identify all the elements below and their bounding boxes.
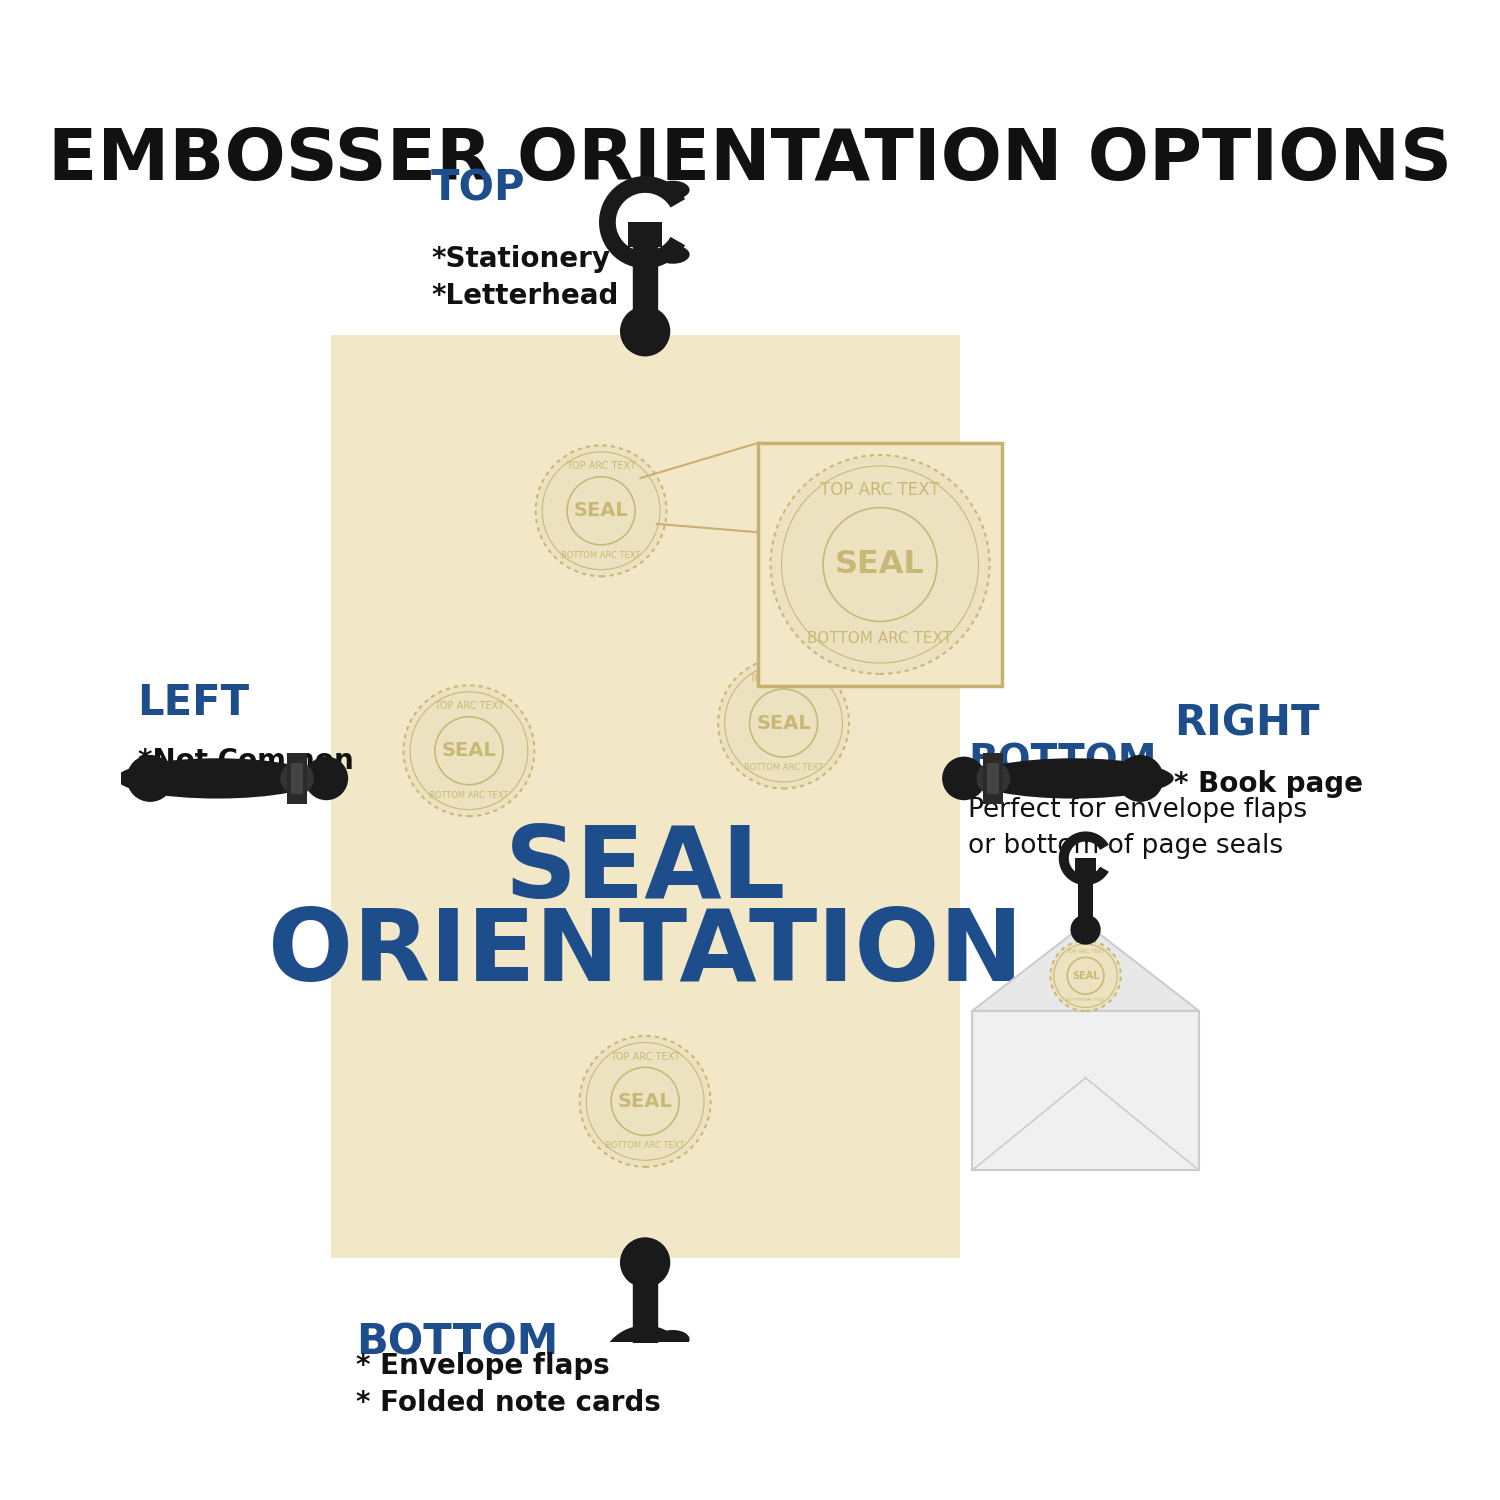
Text: TOP ARC TEXT: TOP ARC TEXT [748, 674, 819, 684]
Text: SEAL: SEAL [836, 549, 926, 580]
Circle shape [976, 762, 1010, 795]
Text: BOTTOM ARC TEXT: BOTTOM ARC TEXT [744, 764, 824, 772]
Circle shape [1050, 940, 1120, 1011]
Bar [291, 764, 303, 794]
Polygon shape [604, 1326, 692, 1418]
Text: BOTTOM ARC TEXT: BOTTOM ARC TEXT [1066, 998, 1106, 1002]
Text: ORIENTATION: ORIENTATION [267, 904, 1023, 1002]
Bar [628, 222, 662, 248]
Polygon shape [598, 176, 686, 268]
Text: TOP ARC TEXT: TOP ARC TEXT [566, 462, 636, 471]
Ellipse shape [972, 759, 1173, 798]
Text: BOTTOM ARC TEXT: BOTTOM ARC TEXT [429, 790, 508, 800]
Text: BOTTOM ARC TEXT: BOTTOM ARC TEXT [807, 632, 952, 646]
Text: TOP ARC TEXT: TOP ARC TEXT [433, 700, 504, 711]
Text: * Book page: * Book page [1173, 770, 1362, 798]
Ellipse shape [656, 1330, 690, 1348]
Text: SEAL: SEAL [618, 1092, 672, 1112]
Circle shape [771, 454, 990, 674]
Text: SEAL: SEAL [573, 501, 628, 520]
Circle shape [579, 1036, 711, 1167]
Text: * Envelope flaps
* Folded note cards: * Envelope flaps * Folded note cards [356, 1352, 660, 1418]
Bar [1078, 871, 1094, 916]
Bar [987, 764, 999, 794]
Text: RIGHT: RIGHT [1173, 704, 1318, 746]
Text: *Stationery
*Letterhead: *Stationery *Letterhead [430, 244, 618, 309]
Text: LEFT: LEFT [138, 682, 249, 724]
Bar [1076, 858, 1095, 874]
Text: TOP ARC TEXT: TOP ARC TEXT [610, 1052, 680, 1062]
Text: BOTTOM: BOTTOM [356, 1322, 558, 1364]
Bar [286, 753, 308, 804]
Circle shape [536, 446, 666, 576]
Ellipse shape [656, 1395, 690, 1413]
Circle shape [404, 686, 534, 816]
Circle shape [718, 657, 849, 789]
Text: SEAL: SEAL [441, 741, 497, 760]
Ellipse shape [656, 246, 690, 264]
Text: TOP ARC TEXT: TOP ARC TEXT [821, 482, 940, 500]
Text: BOTTOM ARC TEXT: BOTTOM ARC TEXT [561, 550, 640, 560]
Circle shape [942, 756, 986, 800]
Text: *Not Common: *Not Common [138, 747, 354, 774]
Text: SEAL: SEAL [504, 822, 786, 920]
Bar [628, 1347, 662, 1371]
Circle shape [1116, 754, 1164, 802]
Ellipse shape [656, 180, 690, 200]
Polygon shape [972, 922, 1198, 1011]
Circle shape [304, 756, 348, 800]
Bar [972, 1011, 1198, 1170]
Circle shape [620, 306, 670, 357]
Polygon shape [1059, 831, 1108, 885]
Text: BOTTOM ARC TEXT: BOTTOM ARC TEXT [606, 1142, 686, 1150]
Circle shape [620, 1238, 670, 1287]
Text: SEAL: SEAL [756, 714, 812, 732]
Text: Perfect for envelope flaps
or bottom of page seals: Perfect for envelope flaps or bottom of … [968, 796, 1306, 859]
Bar [330, 336, 960, 1258]
Circle shape [1071, 915, 1101, 945]
Text: BOTTOM: BOTTOM [968, 742, 1156, 780]
Circle shape [126, 754, 174, 802]
Text: SEAL: SEAL [1072, 970, 1100, 981]
Text: EMBOSSER ORIENTATION OPTIONS: EMBOSSER ORIENTATION OPTIONS [48, 126, 1452, 195]
Text: TOP ARC TEXT: TOP ARC TEXT [1066, 950, 1106, 954]
Text: TOP: TOP [430, 168, 526, 210]
Ellipse shape [117, 759, 318, 798]
Bar [982, 753, 1004, 804]
Circle shape [280, 762, 314, 795]
Bar [759, 442, 1002, 686]
